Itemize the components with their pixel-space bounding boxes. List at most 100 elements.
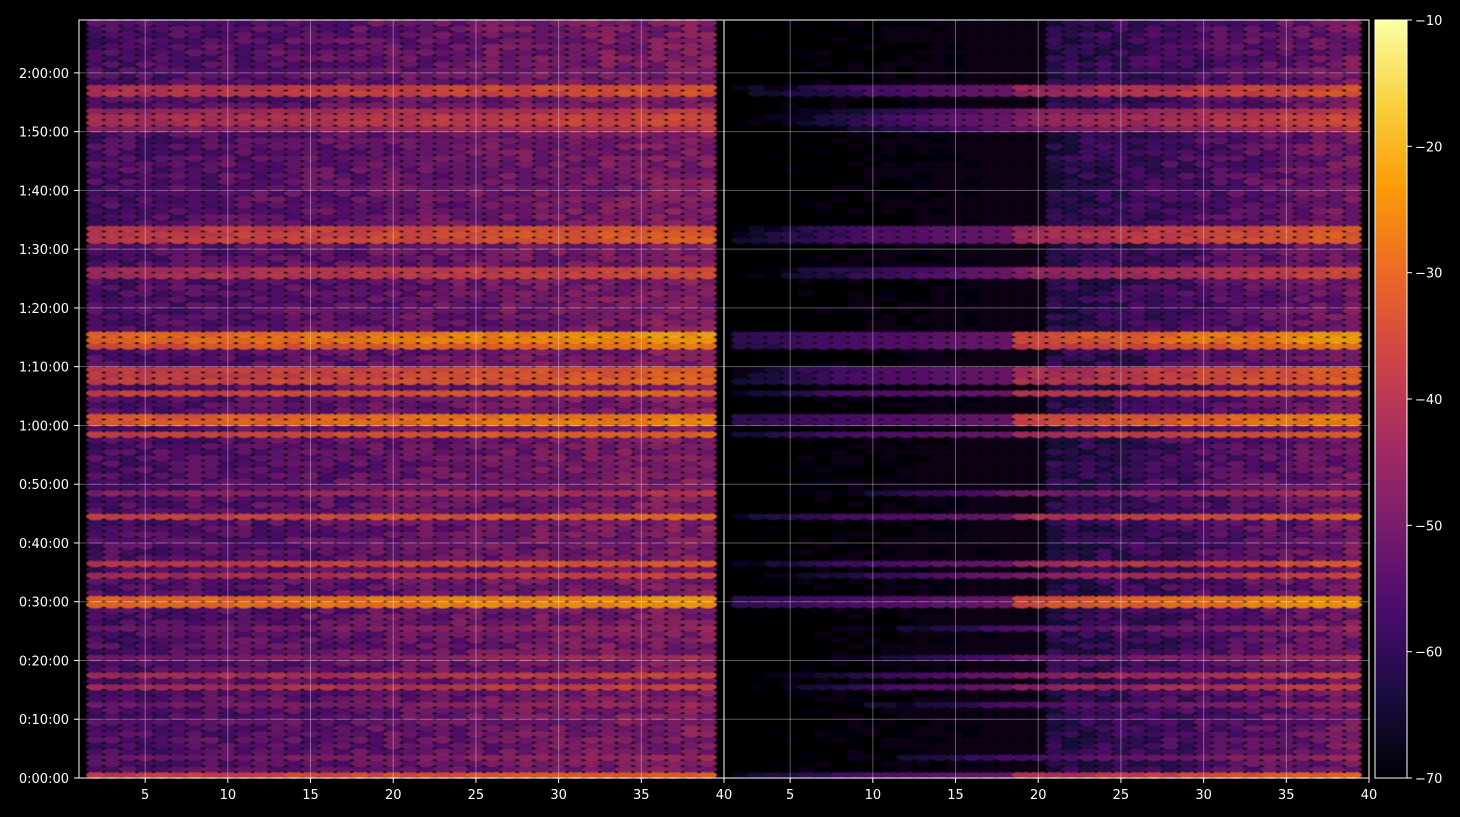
heatmap-cell bbox=[367, 689, 387, 697]
heatmap-cell bbox=[185, 724, 205, 732]
heatmap-cell bbox=[119, 742, 139, 750]
heatmap-cell bbox=[433, 706, 453, 715]
heatmap-cell bbox=[598, 753, 618, 762]
heatmap-cell bbox=[483, 677, 502, 685]
heatmap-cell bbox=[549, 742, 569, 750]
heatmap-cell bbox=[301, 730, 320, 738]
heatmap-cell bbox=[119, 695, 139, 703]
heatmap-cell bbox=[234, 689, 254, 697]
heatmap-cell bbox=[135, 771, 155, 779]
heatmap-cell bbox=[234, 695, 254, 703]
heatmap-cell bbox=[449, 730, 469, 738]
heatmap-cell bbox=[565, 742, 585, 750]
heatmap-cell bbox=[119, 689, 139, 697]
heatmap-cell bbox=[367, 747, 387, 756]
heatmap-cell bbox=[284, 736, 304, 744]
heatmap-cell bbox=[631, 712, 651, 720]
heatmap-cell bbox=[234, 736, 254, 744]
heatmap-cell bbox=[698, 736, 717, 744]
heatmap-cell bbox=[201, 695, 221, 703]
heatmap-cell bbox=[168, 689, 188, 697]
heatmap-cell bbox=[615, 706, 635, 715]
heatmap-cell bbox=[168, 706, 188, 715]
heatmap-cell bbox=[218, 700, 238, 709]
heatmap-cell bbox=[119, 677, 139, 685]
heatmap-cell bbox=[201, 753, 221, 762]
heatmap-cell bbox=[251, 753, 271, 762]
heatmap-cell bbox=[483, 712, 502, 720]
heatmap-cell bbox=[201, 771, 221, 779]
heatmap-cell bbox=[218, 689, 238, 697]
heatmap-cell bbox=[102, 712, 122, 720]
heatmap-cell bbox=[301, 747, 320, 756]
heatmap-cell bbox=[301, 700, 320, 709]
heatmap-cell bbox=[201, 677, 221, 685]
heatmap-cell bbox=[483, 730, 502, 738]
heatmap-cell bbox=[152, 700, 172, 709]
heatmap-cell bbox=[400, 695, 420, 703]
heatmap-cell bbox=[433, 700, 453, 709]
heatmap-cell bbox=[549, 689, 569, 697]
heatmap-cell bbox=[516, 689, 535, 697]
heatmap-cell bbox=[334, 771, 354, 779]
heatmap-cell bbox=[102, 718, 122, 726]
heatmap-cell bbox=[615, 736, 635, 744]
heatmap-cell bbox=[86, 747, 105, 756]
heatmap-cell bbox=[168, 718, 188, 726]
heatmap-cell bbox=[582, 742, 602, 750]
heatmap-cell bbox=[648, 700, 668, 709]
heatmap-cell bbox=[532, 677, 552, 685]
heatmap-cell bbox=[582, 677, 602, 685]
heatmap-cell bbox=[565, 695, 585, 703]
heatmap-cell bbox=[532, 736, 552, 744]
heatmap-cell bbox=[152, 695, 172, 703]
heatmap-cell bbox=[152, 736, 172, 744]
heatmap-cell bbox=[301, 765, 320, 773]
heatmap-cell bbox=[350, 689, 370, 697]
heatmap-cell bbox=[301, 718, 320, 726]
heatmap-cell bbox=[664, 706, 684, 715]
heatmap-cell bbox=[681, 753, 701, 762]
heatmap-cell bbox=[350, 759, 370, 767]
heatmap-cell bbox=[664, 700, 684, 709]
heatmap-cell bbox=[698, 724, 717, 732]
heatmap-cell bbox=[301, 736, 320, 744]
heatmap-cell bbox=[268, 706, 287, 715]
heatmap-cell bbox=[416, 683, 436, 691]
heatmap-cell bbox=[317, 706, 337, 715]
heatmap-cell bbox=[234, 747, 254, 756]
heatmap-cell bbox=[350, 718, 370, 726]
heatmap-cell bbox=[350, 736, 370, 744]
heatmap-cell bbox=[631, 736, 651, 744]
heatmap-cell bbox=[416, 765, 436, 773]
heatmap-cell bbox=[135, 742, 155, 750]
heatmap-cell bbox=[466, 724, 486, 732]
heatmap-cell bbox=[284, 677, 304, 685]
heatmap-cell bbox=[152, 753, 172, 762]
heatmap-cell bbox=[499, 742, 519, 750]
heatmap-cell bbox=[185, 700, 205, 709]
heatmap-cell bbox=[483, 765, 502, 773]
heatmap-cell bbox=[648, 771, 668, 779]
heatmap-cell bbox=[433, 695, 453, 703]
heatmap-cell bbox=[301, 712, 320, 720]
heatmap-cell bbox=[499, 747, 519, 756]
heatmap-cell bbox=[201, 712, 221, 720]
heatmap-cell bbox=[185, 695, 205, 703]
heatmap-cell bbox=[251, 689, 271, 697]
heatmap-cell bbox=[598, 700, 618, 709]
heatmap-cell bbox=[383, 747, 403, 756]
heatmap-cell bbox=[449, 712, 469, 720]
heatmap-cell bbox=[449, 753, 469, 762]
heatmap-cell bbox=[648, 759, 668, 767]
heatmap-cell bbox=[102, 706, 122, 715]
heatmap-cell bbox=[483, 706, 502, 715]
heatmap-cell bbox=[152, 712, 172, 720]
heatmap-cell bbox=[681, 683, 701, 691]
heatmap-cell bbox=[119, 683, 139, 691]
heatmap-cell bbox=[549, 730, 569, 738]
heatmap-cell bbox=[648, 765, 668, 773]
heatmap-cell bbox=[499, 677, 519, 685]
heatmap-cell bbox=[681, 700, 701, 709]
heatmap-cell bbox=[218, 730, 238, 738]
